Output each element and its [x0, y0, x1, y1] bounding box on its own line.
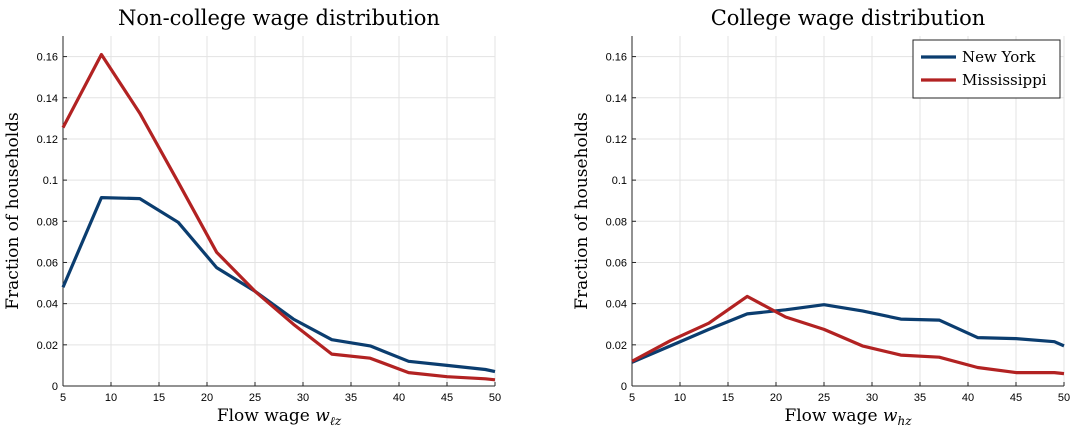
- x-tick-label: 5: [60, 392, 66, 404]
- x-axis-label-text: Flow wage: [784, 406, 882, 426]
- legend: New York Mississippi: [912, 39, 1061, 99]
- y-tick-label: 0.1: [612, 175, 627, 187]
- x-tick-label: 15: [722, 392, 734, 404]
- x-tick-label: 40: [962, 392, 974, 404]
- y-tick-label: 0.04: [606, 299, 627, 311]
- chart-title: Non-college wage distribution: [118, 6, 440, 30]
- x-tick-label: 15: [153, 392, 165, 404]
- x-tick-label: 10: [674, 392, 686, 404]
- x-tick-label: 25: [818, 392, 830, 404]
- x-tick-label: 35: [914, 392, 926, 404]
- x-axis-label-text: Flow wage: [217, 406, 315, 426]
- x-axis-label: Flow wage whz: [784, 406, 912, 427]
- y-tick-label: 0.08: [37, 216, 58, 228]
- legend-label: Mississippi: [962, 71, 1047, 89]
- legend-box: [912, 39, 1061, 99]
- y-axis-label: Fraction of households: [572, 112, 592, 310]
- y-tick-label: 0.14: [37, 93, 58, 105]
- x-axis-label-subscript: hz: [897, 414, 912, 427]
- chart-non-college: 5 10 15 20 25 30 35 40 45 50 0 0.02 0.04 0.06 0.08 0.1 0…: [3, 6, 501, 427]
- y-tick-label: 0.06: [37, 257, 58, 269]
- x-tick-label: 25: [249, 392, 261, 404]
- x-tick-label: 35: [345, 392, 357, 404]
- y-tick-label: 0.14: [606, 93, 627, 105]
- y-axis-label: Fraction of households: [3, 112, 23, 310]
- series-line-new-york: [61, 196, 496, 374]
- x-axis-label: Flow wage wℓz: [217, 406, 342, 427]
- x-tick-label: 30: [297, 392, 309, 404]
- legend-label: New York: [962, 48, 1036, 66]
- series-line-mississippi: [61, 52, 496, 382]
- x-tick-label: 30: [866, 392, 878, 404]
- y-tick-label: 0: [621, 381, 627, 393]
- x-tick-label: 50: [489, 392, 501, 404]
- chart-title: College wage distribution: [711, 6, 986, 30]
- x-axis-label-variable: w: [883, 406, 898, 426]
- y-tick-label: 0: [52, 381, 58, 393]
- y-tick-label: 0.06: [606, 257, 627, 269]
- x-axis-label-subscript: ℓz: [330, 414, 342, 427]
- y-tick-label: 0.1: [43, 175, 58, 187]
- x-tick-label: 10: [105, 392, 117, 404]
- x-tick-label: 20: [770, 392, 782, 404]
- y-tick-label: 0.08: [606, 216, 627, 228]
- y-tick-label: 0.04: [37, 299, 58, 311]
- x-tick-label: 50: [1058, 392, 1070, 404]
- x-tick-label: 20: [201, 392, 213, 404]
- x-tick-label: 45: [1010, 392, 1022, 404]
- x-tick-label: 40: [393, 392, 405, 404]
- series-line-mississippi: [631, 294, 1065, 376]
- x-tick-label: 45: [441, 392, 453, 404]
- chart-college: 5 10 15 20 25 30 35 40 45 50 0 0.02 0.04 0.06 0.08 0.1 0…: [572, 6, 1070, 427]
- x-axis-label-variable: w: [315, 406, 330, 426]
- y-tick-label: 0.12: [37, 134, 58, 146]
- x-tick-label: 5: [629, 392, 635, 404]
- y-tick-label: 0.02: [606, 340, 627, 352]
- series-line-new-york: [631, 303, 1065, 364]
- y-tick-label: 0.02: [37, 340, 58, 352]
- y-tick-label: 0.16: [37, 52, 58, 64]
- y-tick-label: 0.12: [606, 134, 627, 146]
- y-tick-label: 0.16: [606, 52, 627, 64]
